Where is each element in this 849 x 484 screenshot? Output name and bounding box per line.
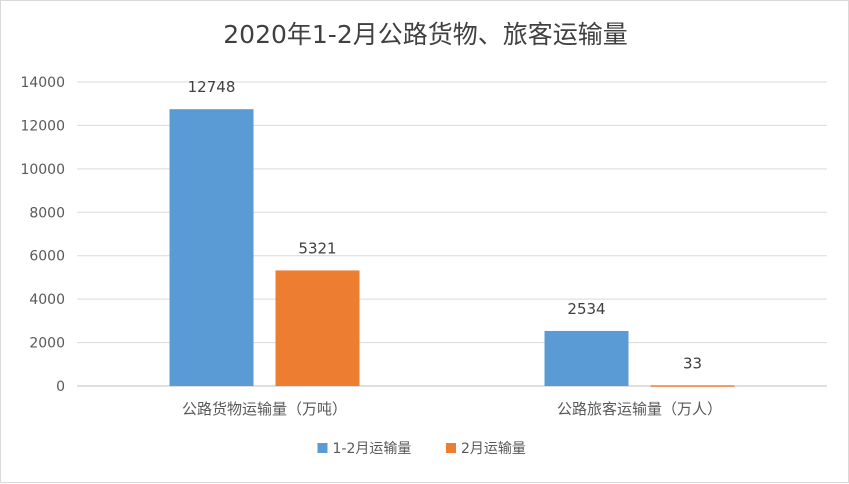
- y-tick-label: 0: [56, 379, 65, 395]
- legend-label: 2月运输量: [461, 441, 526, 457]
- y-tick-label: 8000: [29, 205, 65, 221]
- bar-series2: [275, 270, 360, 386]
- x-category-label: 公路货物运输量（万吨）: [182, 400, 347, 418]
- y-tick-label: 4000: [29, 292, 65, 308]
- legend-swatch: [446, 443, 456, 453]
- x-category-label: 公路旅客运输量（万人）: [557, 400, 722, 418]
- data-label: 33: [683, 354, 702, 372]
- y-tick-label: 10000: [20, 162, 65, 178]
- data-label: 2534: [567, 300, 605, 318]
- y-tick-label: 14000: [20, 75, 65, 91]
- bar-series1: [544, 330, 629, 386]
- bar-series2: [650, 385, 735, 387]
- y-tick-label: 2000: [29, 336, 65, 352]
- legend-swatch: [317, 443, 328, 453]
- y-tick-label: 12000: [20, 118, 65, 134]
- data-label: 5321: [298, 239, 336, 257]
- y-tick-label: 6000: [29, 249, 65, 265]
- chart-title: 2020年1-2月公路货物、旅客运输量: [223, 20, 628, 49]
- data-label: 12748: [188, 78, 236, 96]
- bar-series1: [169, 109, 254, 387]
- legend-label: 1-2月运输量: [333, 441, 412, 457]
